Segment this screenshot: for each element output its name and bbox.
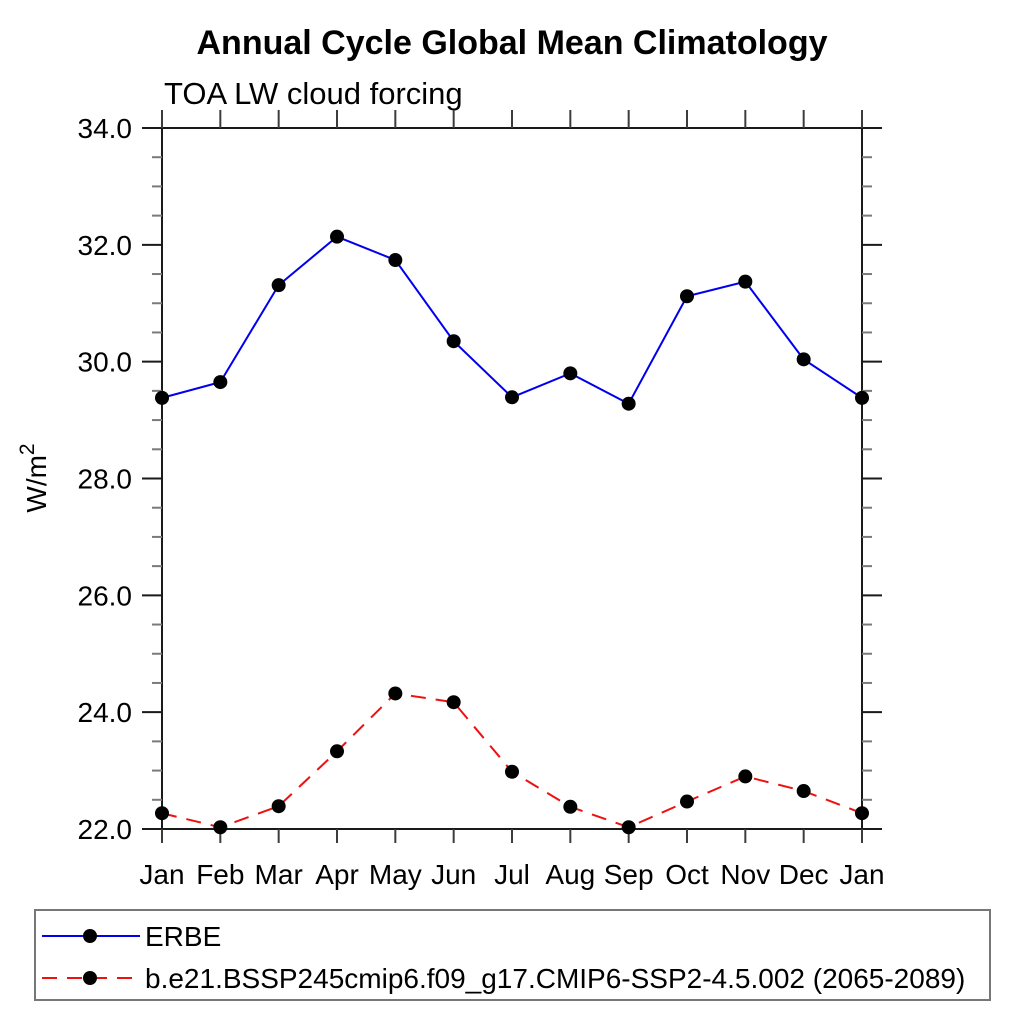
data-point-marker — [271, 278, 286, 293]
x-tick-labels: Jan Feb Mar Apr May Jun Jul Aug Sep Oct Nov Dec Jan — [139, 859, 884, 890]
data-point-marker — [563, 366, 578, 381]
legend-marker — [83, 971, 97, 985]
plot-border — [161, 127, 863, 830]
data-point-marker — [680, 794, 694, 809]
y-tick-label: 28.0 — [78, 464, 133, 495]
x-tick-label: Jul — [494, 859, 530, 890]
data-point-marker — [738, 769, 753, 784]
series-erbe — [155, 229, 869, 411]
y-tick-label: 22.0 — [78, 814, 133, 845]
y-tick-label: 24.0 — [78, 697, 133, 728]
x-tick-label: Apr — [315, 859, 359, 890]
data-series — [155, 229, 869, 835]
data-point-marker — [446, 695, 461, 710]
data-point-marker — [621, 396, 636, 411]
legend-label: b.e21.BSSP245cmip6.f09_g17.CMIP6-SSP2-4.… — [145, 963, 965, 994]
data-point-marker — [213, 820, 228, 835]
data-point-marker — [330, 744, 344, 759]
data-point-marker — [855, 806, 869, 821]
data-point-marker — [388, 686, 403, 701]
y-tick-label: 34.0 — [78, 113, 133, 144]
y-axis-title: W/m2 — [16, 443, 52, 512]
y-tick-label: 30.0 — [78, 347, 133, 378]
data-point-marker — [738, 274, 753, 289]
x-tick-label: Feb — [196, 859, 244, 890]
y-tick-label: 32.0 — [78, 230, 133, 261]
data-point-marker — [621, 820, 636, 835]
chart-title: Annual Cycle Global Mean Climatology — [197, 24, 828, 62]
y-axis-ticks — [142, 127, 882, 830]
legend-label: ERBE — [145, 921, 221, 952]
y-tick-labels: 22.0 24.0 26.0 28.0 30.0 32.0 34.0 — [78, 113, 133, 845]
data-point-marker — [680, 289, 694, 304]
x-tick-label: Nov — [720, 859, 770, 890]
x-tick-label: Jan — [839, 859, 884, 890]
y-axis-label: W/m2 — [16, 443, 52, 512]
legend: ERBE b.e21.BSSP245cmip6.f09_g17.CMIP6-SSP… — [34, 909, 991, 1001]
x-tick-label: Mar — [255, 859, 303, 890]
data-point-marker — [563, 799, 578, 814]
legend-box — [34, 909, 991, 1001]
x-tick-label: Dec — [779, 859, 829, 890]
data-point-marker — [213, 375, 228, 390]
y-tick-label: 26.0 — [78, 580, 133, 611]
x-tick-label: Sep — [604, 859, 654, 890]
legend-marker — [83, 929, 97, 943]
series-line — [161, 235, 863, 406]
data-point-marker — [505, 390, 519, 405]
data-point-marker — [330, 229, 344, 244]
data-point-marker — [271, 799, 286, 814]
legend-entry: ERBE — [42, 921, 221, 952]
data-point-marker — [796, 784, 811, 799]
legend-entry: b.e21.BSSP245cmip6.f09_g17.CMIP6-SSP2-4.… — [42, 963, 965, 994]
data-point-marker — [505, 764, 519, 779]
x-tick-label: Jun — [431, 859, 476, 890]
data-point-marker — [388, 253, 403, 268]
series-model — [155, 686, 869, 835]
x-axis-ticks — [161, 110, 863, 843]
data-point-marker — [155, 390, 169, 405]
data-point-marker — [796, 352, 811, 367]
series-line — [161, 692, 863, 829]
x-tick-label: Jan — [139, 859, 184, 890]
plot-frame — [161, 127, 863, 830]
data-point-marker — [446, 334, 461, 349]
data-point-marker — [855, 390, 869, 405]
x-tick-label: Oct — [665, 859, 709, 890]
x-tick-label: Aug — [545, 859, 595, 890]
x-tick-label: May — [369, 859, 422, 890]
data-point-marker — [155, 806, 169, 821]
chart-subtitle: TOA LW cloud forcing — [164, 76, 463, 111]
